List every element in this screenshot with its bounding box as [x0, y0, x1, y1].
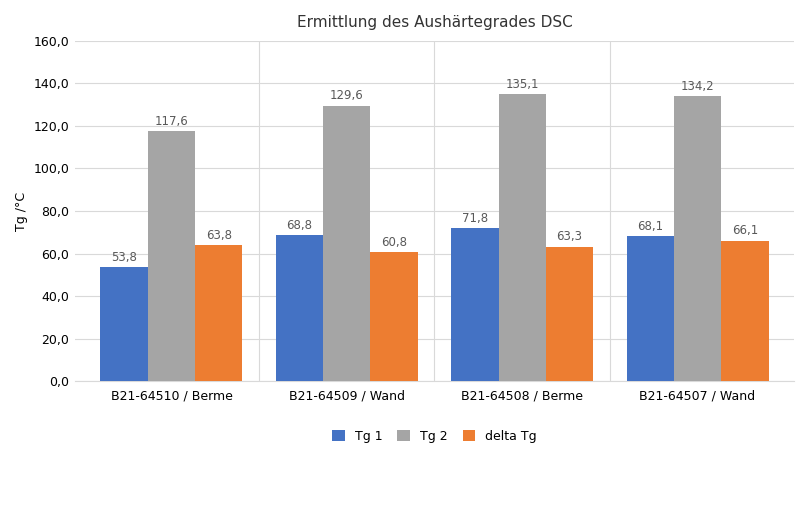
Bar: [546, 246, 593, 381]
Bar: [100, 267, 148, 381]
Y-axis label: Tg /°C: Tg /°C: [15, 191, 28, 231]
Bar: [195, 245, 243, 381]
Bar: [323, 105, 371, 381]
Text: 53,8: 53,8: [111, 250, 137, 264]
Bar: [276, 235, 323, 381]
Text: 129,6: 129,6: [330, 90, 364, 102]
Legend: Tg 1, Tg 2, delta Tg: Tg 1, Tg 2, delta Tg: [332, 430, 536, 443]
Text: 60,8: 60,8: [381, 236, 407, 249]
Text: 63,8: 63,8: [205, 229, 232, 242]
Bar: [674, 96, 721, 381]
Text: 134,2: 134,2: [680, 79, 714, 93]
Bar: [148, 131, 195, 381]
Text: 117,6: 117,6: [155, 115, 188, 128]
Text: 63,3: 63,3: [557, 231, 582, 243]
Bar: [626, 236, 674, 381]
Bar: [498, 94, 546, 381]
Text: 68,1: 68,1: [637, 220, 663, 233]
Text: 135,1: 135,1: [506, 78, 539, 91]
Text: 66,1: 66,1: [732, 224, 758, 237]
Title: Ermittlung des Aushärtegrades DSC: Ermittlung des Aushärtegrades DSC: [297, 15, 573, 30]
Bar: [721, 241, 769, 381]
Bar: [451, 229, 498, 381]
Text: 68,8: 68,8: [286, 219, 312, 232]
Text: 71,8: 71,8: [462, 212, 488, 225]
Bar: [371, 252, 417, 381]
